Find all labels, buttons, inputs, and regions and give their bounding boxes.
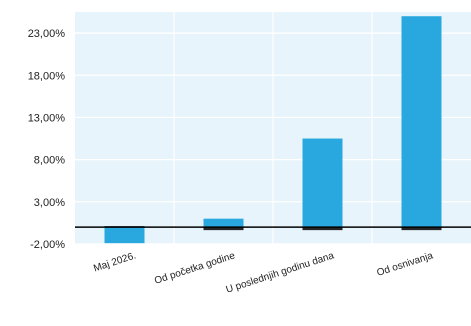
bars [104,16,442,244]
x-tick-label: U poslednjih godinu dana [225,250,336,295]
y-tick-label: 13,00% [28,112,66,124]
y-tick-label: 23,00% [28,28,66,40]
bar [203,218,244,228]
bar-base-shadow [401,226,442,231]
x-tick-label: Maj 2026. [92,250,137,274]
y-tick-label: -2,00% [30,239,65,251]
grid-lines [75,12,471,245]
bar-base-shadow [203,226,244,231]
y-tick-label: 18,00% [28,70,66,82]
bar [302,138,343,228]
y-tick-label: 3,00% [34,197,65,209]
bar [401,16,442,228]
x-tick-label: Od osnivanja [376,250,435,279]
y-axis-ticks: 23,00% 18,00% 13,00% 8,00% 3,00% -2,00% [28,28,66,251]
x-tick-label: Od početka godine [153,250,237,287]
bar [104,227,145,244]
y-tick-label: 8,00% [34,155,65,167]
bar-base-shadow [302,226,343,231]
